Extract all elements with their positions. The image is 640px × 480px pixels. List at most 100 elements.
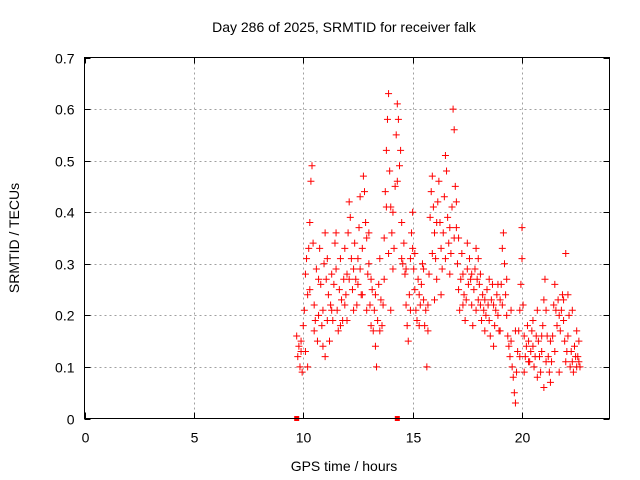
y-tick-label: 0.2 bbox=[55, 308, 75, 324]
data-point bbox=[341, 301, 349, 309]
data-point bbox=[347, 255, 355, 263]
data-point bbox=[324, 291, 332, 299]
data-point bbox=[522, 342, 530, 350]
data-point bbox=[458, 249, 466, 257]
data-point bbox=[413, 317, 421, 325]
data-point bbox=[374, 317, 382, 325]
data-point bbox=[379, 301, 387, 309]
data-point bbox=[408, 229, 416, 237]
data-point bbox=[502, 291, 510, 299]
data-point bbox=[540, 296, 548, 304]
x-tick-label: 20 bbox=[515, 430, 531, 446]
data-point bbox=[569, 368, 577, 376]
data-point bbox=[455, 286, 463, 294]
data-point bbox=[377, 296, 385, 304]
data-point bbox=[428, 172, 436, 180]
x-tick-label: 5 bbox=[191, 430, 199, 446]
data-point bbox=[487, 296, 495, 304]
data-point bbox=[315, 311, 323, 319]
data-point bbox=[317, 280, 325, 288]
data-point bbox=[376, 327, 384, 335]
data-point bbox=[352, 275, 360, 283]
data-point bbox=[564, 291, 572, 299]
data-point bbox=[533, 306, 541, 314]
data-point bbox=[336, 322, 344, 330]
data-point bbox=[370, 306, 378, 314]
data-point bbox=[553, 322, 561, 330]
data-point bbox=[401, 270, 409, 278]
data-point bbox=[540, 384, 548, 392]
data-point bbox=[433, 275, 441, 283]
data-point bbox=[364, 270, 372, 278]
data-point bbox=[542, 358, 550, 366]
data-point bbox=[426, 213, 434, 221]
y-tick-label: 0 bbox=[67, 412, 75, 428]
data-point bbox=[326, 337, 333, 345]
data-point bbox=[438, 265, 446, 273]
data-point bbox=[431, 229, 438, 237]
data-point bbox=[516, 306, 524, 314]
data-point bbox=[318, 322, 326, 330]
data-point bbox=[562, 358, 570, 366]
data-point bbox=[387, 306, 395, 314]
data-point bbox=[536, 353, 543, 361]
data-point bbox=[472, 244, 480, 252]
data-point bbox=[576, 363, 584, 371]
data-point bbox=[399, 260, 407, 268]
data-point bbox=[538, 347, 546, 355]
data-point bbox=[416, 301, 424, 309]
data-point bbox=[409, 208, 417, 216]
data-point bbox=[510, 389, 518, 397]
data-point bbox=[328, 306, 336, 314]
data-point bbox=[396, 162, 403, 170]
data-point bbox=[504, 332, 512, 340]
data-point bbox=[519, 301, 527, 309]
data-point bbox=[294, 353, 302, 361]
data-point bbox=[311, 317, 319, 325]
data-point bbox=[452, 224, 460, 232]
data-point bbox=[392, 131, 400, 139]
data-point bbox=[461, 317, 469, 325]
data-point bbox=[525, 358, 533, 366]
data-point bbox=[501, 260, 508, 268]
data-point bbox=[527, 347, 535, 355]
data-point bbox=[338, 296, 346, 304]
data-point bbox=[433, 219, 441, 227]
data-point bbox=[573, 327, 581, 335]
data-point bbox=[431, 296, 438, 304]
data-point bbox=[388, 229, 396, 237]
data-point bbox=[549, 332, 557, 340]
data-point bbox=[402, 301, 410, 309]
data-point bbox=[323, 255, 331, 263]
y-tick-label: 0.5 bbox=[55, 154, 75, 170]
data-point bbox=[424, 327, 432, 335]
data-point bbox=[307, 177, 315, 185]
data-point bbox=[310, 301, 318, 309]
data-point bbox=[460, 291, 468, 299]
data-point bbox=[530, 363, 538, 371]
data-point bbox=[306, 286, 314, 294]
data-point bbox=[369, 327, 377, 335]
data-point bbox=[381, 188, 389, 196]
data-point bbox=[331, 239, 339, 247]
data-point bbox=[363, 234, 371, 242]
data-point bbox=[545, 368, 553, 376]
data-point bbox=[474, 255, 482, 263]
grid-lines bbox=[84, 57, 610, 419]
data-point bbox=[496, 296, 504, 304]
data-point bbox=[330, 280, 338, 288]
data-point bbox=[382, 203, 390, 211]
data-point bbox=[321, 353, 329, 361]
data-point bbox=[305, 244, 313, 252]
data-point bbox=[446, 270, 454, 278]
data-point bbox=[537, 368, 545, 376]
data-point bbox=[518, 255, 526, 263]
data-point bbox=[406, 306, 414, 314]
data-point bbox=[471, 265, 479, 273]
data-point bbox=[368, 286, 376, 294]
data-point bbox=[474, 296, 482, 304]
data-point bbox=[520, 368, 528, 376]
data-point bbox=[358, 291, 366, 299]
data-point bbox=[414, 275, 422, 283]
